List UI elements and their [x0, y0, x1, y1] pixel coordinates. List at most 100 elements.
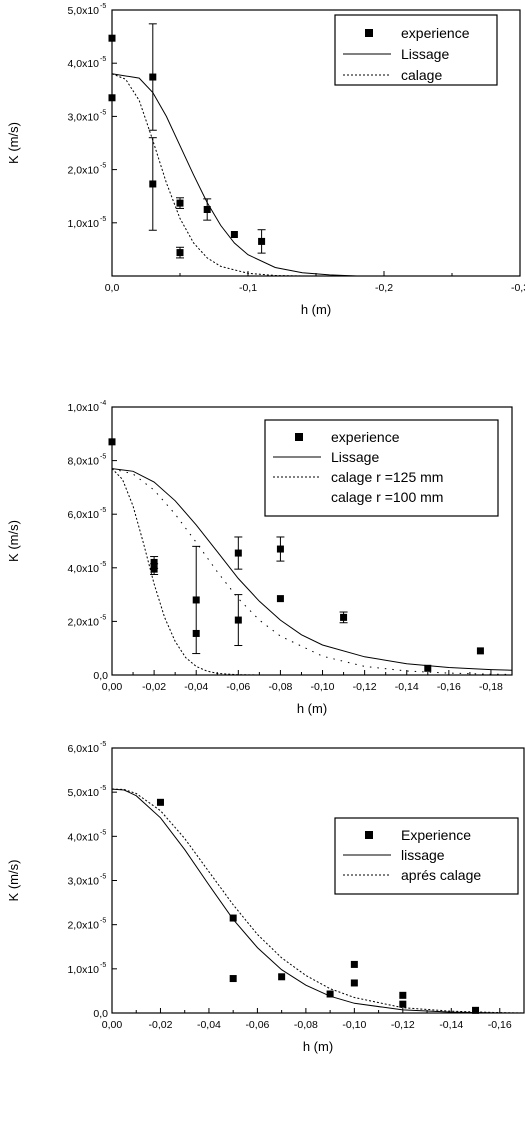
y-tick-label: 4,0x10 — [67, 831, 99, 843]
data-point — [350, 960, 358, 968]
x-tick-label: -0,12 — [391, 1019, 415, 1031]
data-point — [149, 73, 157, 81]
y-tick-exponent: -5 — [100, 56, 106, 63]
data-point — [258, 237, 266, 245]
legend: experience Lissage calage r =125 mm calage … — [264, 419, 499, 517]
x-tick-label: -0,06 — [226, 681, 250, 693]
x-tick-label: -0,16 — [488, 1019, 512, 1031]
legend-label: lissage — [401, 847, 445, 863]
y-tick-label: 4,0x10 — [67, 58, 99, 70]
legend: experience Lissage calage — [334, 14, 498, 86]
y-tick-exponent: -5 — [100, 614, 106, 621]
y-tick-label: 2,0x10 — [67, 920, 99, 932]
series-line — [112, 468, 512, 671]
data-point — [326, 990, 334, 998]
data-point — [156, 798, 164, 806]
y-tick-label: 4,0x10 — [67, 563, 99, 575]
legend-marker — [295, 433, 303, 441]
chart-3: 0,00 -0,02 -0,04 -0,06 -0,08 -0,10 -0,12 -0,14 -… — [6, 741, 525, 1054]
data-point — [192, 629, 200, 637]
legend-label: aprés calage — [401, 867, 481, 883]
y-axis-title: K (m/s) — [6, 122, 21, 164]
legend: Experience lissage aprés calage — [334, 817, 519, 895]
x-tick-label: -0,2 — [375, 282, 393, 294]
y-tick-exponent: -5 — [100, 3, 106, 10]
x-tick-label: 0,00 — [102, 1019, 123, 1031]
series-line — [112, 73, 357, 276]
data-point — [176, 199, 184, 207]
y-tick-exponent: -5 — [100, 918, 106, 925]
data-point — [399, 1000, 407, 1008]
x-axis-title: h (m) — [303, 1039, 333, 1054]
y-tick-exponent: -5 — [100, 829, 106, 836]
y-tick-exponent: -5 — [100, 962, 106, 969]
y-tick-exponent: -5 — [100, 561, 106, 568]
x-tick-label: -0,02 — [149, 1019, 173, 1031]
y-tick-label: 6,0x10 — [67, 743, 99, 755]
y-tick-label: 2,0x10 — [67, 165, 99, 177]
y-tick-label: 0,0 — [93, 1008, 108, 1020]
y-tick-label: 1,0x10 — [67, 218, 99, 230]
legend-label: experience — [331, 429, 400, 445]
x-tick-label: 0,00 — [102, 681, 123, 693]
y-tick-exponent: -5 — [100, 741, 106, 748]
data-point — [230, 231, 238, 239]
x-tick-label: -0,1 — [239, 282, 257, 294]
x-tick-label: -0,08 — [268, 681, 292, 693]
chart-2: 0,00 -0,02 -0,04 -0,06 -0,08 -0,10 -0,12 -0,14 -… — [6, 400, 513, 716]
data-point — [424, 664, 432, 672]
y-tick-exponent: -5 — [100, 163, 106, 170]
y-tick-label: 6,0x10 — [67, 509, 99, 521]
data-point — [234, 549, 242, 557]
y-tick-label: 1,0x10 — [67, 402, 99, 414]
x-tick-label: -0,10 — [311, 681, 335, 693]
data-point — [108, 94, 116, 102]
y-tick-exponent: -5 — [100, 216, 106, 223]
y-tick-label: 5,0x10 — [67, 5, 99, 17]
x-tick-label: -0,18 — [479, 681, 503, 693]
data-point — [108, 438, 116, 446]
x-tick-label: -0,06 — [245, 1019, 269, 1031]
data-point — [476, 647, 484, 655]
data-point — [229, 975, 237, 983]
legend-label: Lissage — [331, 449, 379, 465]
y-tick-exponent: -5 — [100, 109, 106, 116]
data-point — [472, 1006, 480, 1014]
data-point — [399, 991, 407, 999]
legend-label: Lissage — [401, 46, 449, 62]
data-point — [176, 249, 184, 257]
data-point — [340, 613, 348, 621]
data-point — [192, 596, 200, 604]
legend-label: experience — [401, 25, 470, 41]
data-point — [234, 616, 242, 624]
y-tick-label: 1,0x10 — [67, 964, 99, 976]
y-tick-exponent: -4 — [100, 400, 106, 407]
data-point — [278, 973, 286, 981]
data-point — [350, 979, 358, 987]
x-tick-label: -0,04 — [184, 681, 208, 693]
series-line — [112, 73, 330, 276]
series-line — [112, 788, 524, 1013]
data-point — [276, 545, 284, 553]
data-point — [276, 595, 284, 603]
data-point — [108, 34, 116, 42]
x-tick-label: -0,3 — [511, 282, 525, 294]
x-tick-label: -0,14 — [395, 681, 419, 693]
y-tick-label: 8,0x10 — [67, 456, 99, 468]
legend-label: Experience — [401, 827, 471, 843]
y-axis-title: K (m/s) — [6, 860, 21, 902]
y-tick-exponent: -5 — [100, 454, 106, 461]
x-tick-label: -0,12 — [353, 681, 377, 693]
y-axis-title: K (m/s) — [6, 520, 21, 562]
data-point — [150, 565, 158, 573]
y-tick-label: 3,0x10 — [67, 876, 99, 888]
y-tick-label: 2,0x10 — [67, 616, 99, 628]
legend-label: calage r =100 mm — [331, 489, 443, 505]
y-tick-label: 5,0x10 — [67, 787, 99, 799]
series-line — [112, 788, 524, 1013]
x-tick-label: -0,10 — [342, 1019, 366, 1031]
data-point — [203, 206, 211, 213]
y-tick-exponent: -5 — [100, 785, 106, 792]
legend-marker — [365, 831, 373, 839]
